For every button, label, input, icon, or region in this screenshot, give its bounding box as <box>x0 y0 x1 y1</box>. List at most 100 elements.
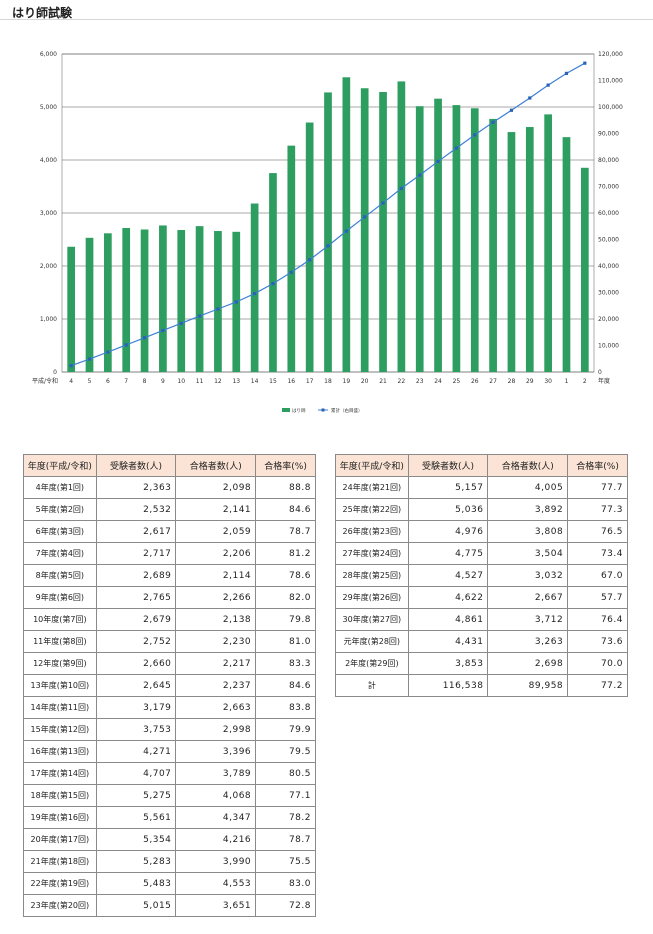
cell-passers: 4,216 <box>175 828 257 851</box>
table-row: 17年度(第14回) 4,707 3,789 80.5 <box>23 762 316 785</box>
cell-passers: 3,032 <box>487 564 569 587</box>
cell-passers: 4,347 <box>175 806 257 829</box>
cell-year: 19年度(第16回) <box>23 806 97 829</box>
table-row: 元年度(第28回) 4,431 3,263 73.6 <box>335 630 628 653</box>
cell-examinees: 5,157 <box>407 476 489 499</box>
cell-passers: 3,892 <box>487 498 569 521</box>
cell-pass-rate: 70.0 <box>567 652 628 675</box>
cell-examinees: 4,775 <box>407 542 489 565</box>
line-point <box>583 61 587 65</box>
x-tick-label: 11 <box>196 378 204 385</box>
line-point <box>308 258 312 262</box>
cell-pass-rate: 83.3 <box>255 652 316 675</box>
table-row: 18年度(第15回) 5,275 4,068 77.1 <box>23 784 316 807</box>
cell-year: 23年度(第20回) <box>23 894 97 917</box>
x-tick-label: 4 <box>69 378 73 385</box>
cell-year: 6年度(第3回) <box>23 520 97 543</box>
line-point <box>124 343 128 347</box>
cell-passers: 2,698 <box>487 652 569 675</box>
cell-examinees: 4,622 <box>407 586 489 609</box>
cell-year: 11年度(第8回) <box>23 630 97 653</box>
cell-year: 29年度(第26回) <box>335 586 409 609</box>
x-tick-label: 26 <box>471 378 479 385</box>
cell-passers: 3,712 <box>487 608 569 631</box>
table-row: 28年度(第25回) 4,527 3,032 67.0 <box>335 564 628 587</box>
cell-examinees: 5,015 <box>95 894 177 917</box>
header-passers: 合格者数(人) <box>175 454 257 477</box>
y-right-tick-label: 10,000 <box>598 343 619 350</box>
cell-year: 21年度(第18回) <box>23 850 97 873</box>
x-tick-label: 24 <box>434 378 442 385</box>
x-tick-label: 7 <box>124 378 128 385</box>
cell-pass-rate: 81.0 <box>255 630 316 653</box>
line-point <box>473 133 477 137</box>
cell-examinees: 4,527 <box>407 564 489 587</box>
table-row: 11年度(第8回) 2,752 2,230 81.0 <box>23 630 316 653</box>
results-table-left: 年度(平成/令和) 受験者数(人) 合格者数(人) 合格率(%) 4年度(第1回… <box>23 454 316 917</box>
y-right-tick-label: 60,000 <box>598 210 619 217</box>
x-tick-label: 28 <box>508 378 516 385</box>
cell-examinees: 5,483 <box>95 872 177 895</box>
cell-examinees: 4,271 <box>95 740 177 763</box>
y-left-tick-label: 5,000 <box>40 104 57 111</box>
x-tick-label: 15 <box>269 378 277 385</box>
cell-passers: 2,206 <box>175 542 257 565</box>
cell-pass-rate: 76.4 <box>567 608 628 631</box>
cell-examinees: 4,976 <box>407 520 489 543</box>
legend-label-line: 累計（右目盛） <box>331 407 363 414</box>
cell-examinees: 2,617 <box>95 520 177 543</box>
cell-year: 15年度(第12回) <box>23 718 97 741</box>
x-tick-label: 16 <box>287 378 295 385</box>
title-divider <box>0 19 653 20</box>
line-point <box>234 300 238 304</box>
x-tick-label: 23 <box>416 378 424 385</box>
bar <box>177 230 186 372</box>
cell-examinees: 2,660 <box>95 652 177 675</box>
bar <box>397 81 406 372</box>
cell-passers: 3,396 <box>175 740 257 763</box>
cell-examinees: 2,717 <box>95 542 177 565</box>
cell-passers: 2,098 <box>175 476 257 499</box>
cell-pass-rate: 77.1 <box>255 784 316 807</box>
line-point <box>253 291 257 296</box>
cell-examinees: 2,645 <box>95 674 177 697</box>
legend-label-bars: はり師 <box>292 407 306 414</box>
table-row: 29年度(第26回) 4,622 2,667 57.7 <box>335 586 628 609</box>
cell-pass-rate: 79.8 <box>255 608 316 631</box>
x-tick-label: 22 <box>398 378 406 385</box>
cell-year: 25年度(第22回) <box>335 498 409 521</box>
table-row: 8年度(第5回) 2,689 2,114 78.6 <box>23 564 316 587</box>
cell-passers: 2,141 <box>175 498 257 521</box>
y-left-tick-label: 6,000 <box>40 51 57 58</box>
line-point <box>106 350 110 354</box>
cell-pass-rate: 84.6 <box>255 498 316 521</box>
table-row: 13年度(第10回) 2,645 2,237 84.6 <box>23 674 316 697</box>
cell-examinees: 2,689 <box>95 564 177 587</box>
cell-year: 元年度(第28回) <box>335 630 409 653</box>
bar <box>122 227 131 372</box>
y-right-tick-label: 70,000 <box>598 184 619 191</box>
x-tick-label: 17 <box>306 378 314 385</box>
bar <box>269 173 277 372</box>
cell-pass-rate: 77.2 <box>567 674 628 697</box>
cell-pass-rate: 77.7 <box>567 476 628 499</box>
table-row: 27年度(第24回) 4,775 3,504 73.4 <box>335 542 628 565</box>
y-right-tick-label: 80,000 <box>598 157 619 164</box>
cell-pass-rate: 78.7 <box>255 828 316 851</box>
line-point <box>161 328 165 333</box>
legend-swatch-bars <box>282 408 290 412</box>
line-point <box>528 96 532 100</box>
line-point <box>363 215 367 219</box>
line-point <box>509 108 514 112</box>
exam-chart: 0 1,000 2,000 3,000 4,000 5,000 6,000 0 10,000 20… <box>32 51 623 414</box>
bar <box>140 229 149 372</box>
table-row: 22年度(第19回) 5,483 4,553 83.0 <box>23 872 316 895</box>
cell-examinees: 4,861 <box>407 608 489 631</box>
x-tick-label: 21 <box>379 378 387 385</box>
cell-examinees: 3,853 <box>407 652 489 675</box>
table-row: 12年度(第9回) 2,660 2,217 83.3 <box>23 652 316 675</box>
table-row: 10年度(第7回) 2,679 2,138 79.8 <box>23 608 316 631</box>
cell-passers: 3,990 <box>175 850 257 873</box>
bar <box>525 127 534 372</box>
line-point <box>87 357 92 361</box>
